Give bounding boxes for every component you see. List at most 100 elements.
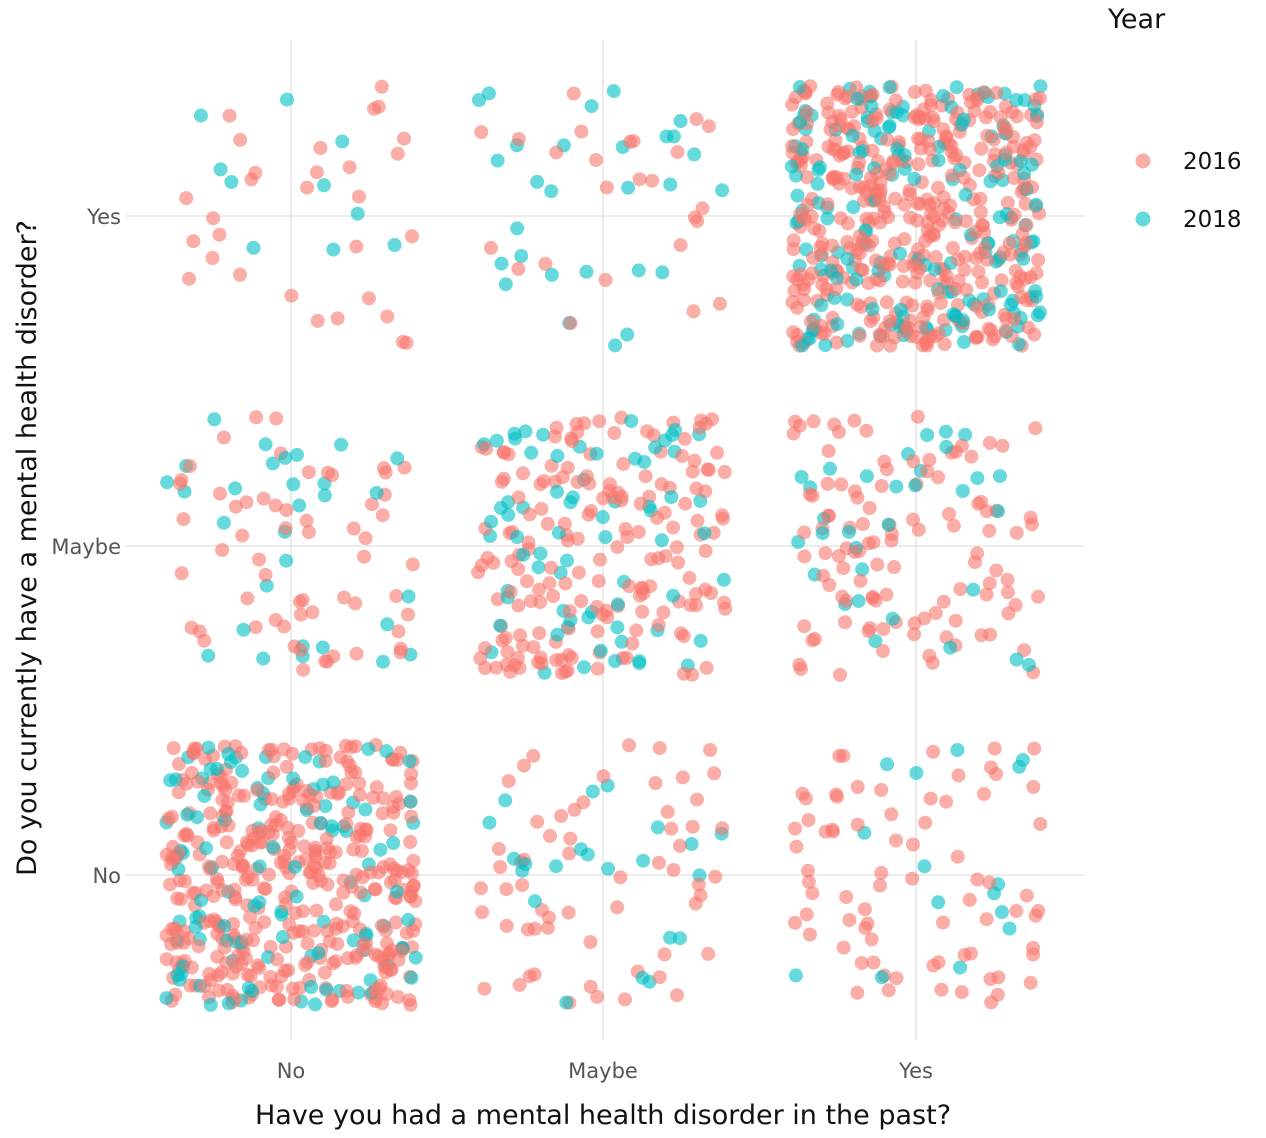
data-point-2016 (282, 842, 297, 857)
data-point-2016 (376, 791, 391, 806)
data-point-2016 (979, 587, 994, 602)
data-point-2018 (1033, 79, 1048, 94)
data-point-2016 (889, 971, 904, 986)
data-point-2018 (608, 654, 623, 668)
data-point-2018 (939, 439, 954, 454)
data-point-2018 (379, 744, 394, 759)
data-point-2016 (511, 598, 526, 613)
data-point-2016 (854, 956, 869, 971)
data-point-2016 (675, 449, 689, 463)
data-point-2016 (503, 585, 518, 600)
data-point-2016 (212, 227, 227, 242)
data-point-2016 (865, 233, 880, 248)
data-point-2016 (869, 111, 884, 126)
data-point-2016 (922, 452, 937, 467)
data-point-2016 (671, 555, 686, 570)
data-point-2016 (913, 141, 928, 156)
data-point-2016 (937, 337, 952, 352)
data-point-2018 (917, 859, 932, 874)
data-point-2016 (826, 142, 841, 157)
data-point-2016 (982, 435, 997, 450)
data-point-2016 (678, 496, 693, 511)
data-point-2016 (710, 445, 725, 460)
data-point-2016 (698, 484, 713, 499)
data-point-2018 (518, 424, 533, 439)
data-point-2016 (968, 224, 983, 239)
data-point-2016 (386, 805, 401, 820)
data-point-2016 (266, 765, 281, 780)
data-point-2018 (494, 500, 508, 515)
data-point-2016 (651, 855, 666, 870)
data-point-2018 (865, 302, 880, 316)
data-point-2016 (339, 983, 354, 998)
data-point-2018 (958, 427, 973, 442)
data-point-2016 (186, 745, 201, 760)
data-point-2018 (252, 859, 267, 874)
data-point-2016 (191, 939, 206, 954)
data-point-2016 (638, 469, 653, 484)
data-point-2016 (306, 923, 321, 938)
data-point-2016 (971, 264, 986, 279)
data-point-2016 (361, 291, 376, 306)
data-point-2016 (652, 970, 667, 985)
data-point-2016 (625, 636, 640, 651)
data-point-2016 (717, 595, 732, 610)
data-point-2018 (197, 789, 212, 803)
data-point-2016 (850, 985, 865, 1000)
data-point-2018 (387, 238, 402, 252)
data-point-2016 (911, 157, 926, 172)
data-point-2016 (374, 79, 389, 94)
data-point-2018 (658, 433, 672, 448)
data-point-2016 (300, 180, 315, 195)
data-point-2016 (591, 574, 606, 589)
data-point-2016 (979, 110, 993, 125)
data-point-2018 (790, 188, 805, 203)
data-point-2016 (541, 910, 556, 925)
data-point-2018 (893, 246, 907, 261)
data-point-2016 (405, 557, 420, 572)
data-point-2016 (301, 465, 316, 480)
data-point-2016 (388, 915, 403, 930)
data-point-2016 (881, 983, 896, 998)
data-point-2016 (246, 831, 261, 846)
data-point-2018 (632, 654, 647, 668)
data-point-2016 (788, 915, 802, 930)
data-point-2016 (906, 837, 920, 852)
data-point-2016 (299, 513, 314, 528)
data-point-2018 (956, 313, 971, 328)
data-point-2016 (546, 589, 561, 603)
data-point-2016 (348, 950, 363, 965)
data-point-2016 (799, 907, 814, 922)
data-point-2018 (715, 183, 730, 198)
data-point-2018 (614, 634, 629, 649)
data-point-2018 (793, 80, 807, 94)
data-point-2016 (526, 640, 541, 655)
data-point-2018 (289, 889, 304, 904)
data-point-2016 (826, 169, 841, 184)
data-point-2018 (510, 530, 525, 544)
data-point-2016 (380, 309, 395, 324)
data-point-2016 (685, 819, 700, 834)
data-point-2016 (928, 606, 943, 620)
data-point-2016 (1000, 572, 1015, 587)
data-point-2016 (870, 166, 885, 181)
data-point-2016 (534, 656, 549, 671)
data-point-2016 (879, 462, 894, 477)
data-point-2016 (590, 624, 605, 639)
data-point-2016 (872, 273, 887, 288)
data-point-2016 (1028, 421, 1043, 436)
data-point-2016 (513, 628, 527, 643)
data-point-2018 (610, 620, 625, 635)
data-point-2016 (1028, 92, 1043, 107)
data-point-2016 (874, 783, 889, 797)
data-point-2018 (993, 284, 1008, 299)
data-point-2016 (975, 275, 989, 290)
x-tick-label: No (277, 1059, 306, 1083)
data-point-2016 (951, 252, 966, 267)
data-point-2018 (966, 582, 981, 597)
data-point-2018 (536, 427, 551, 442)
data-point-2016 (365, 497, 379, 512)
data-point-2018 (292, 498, 307, 513)
data-point-2016 (296, 904, 310, 919)
data-point-2018 (845, 128, 860, 143)
